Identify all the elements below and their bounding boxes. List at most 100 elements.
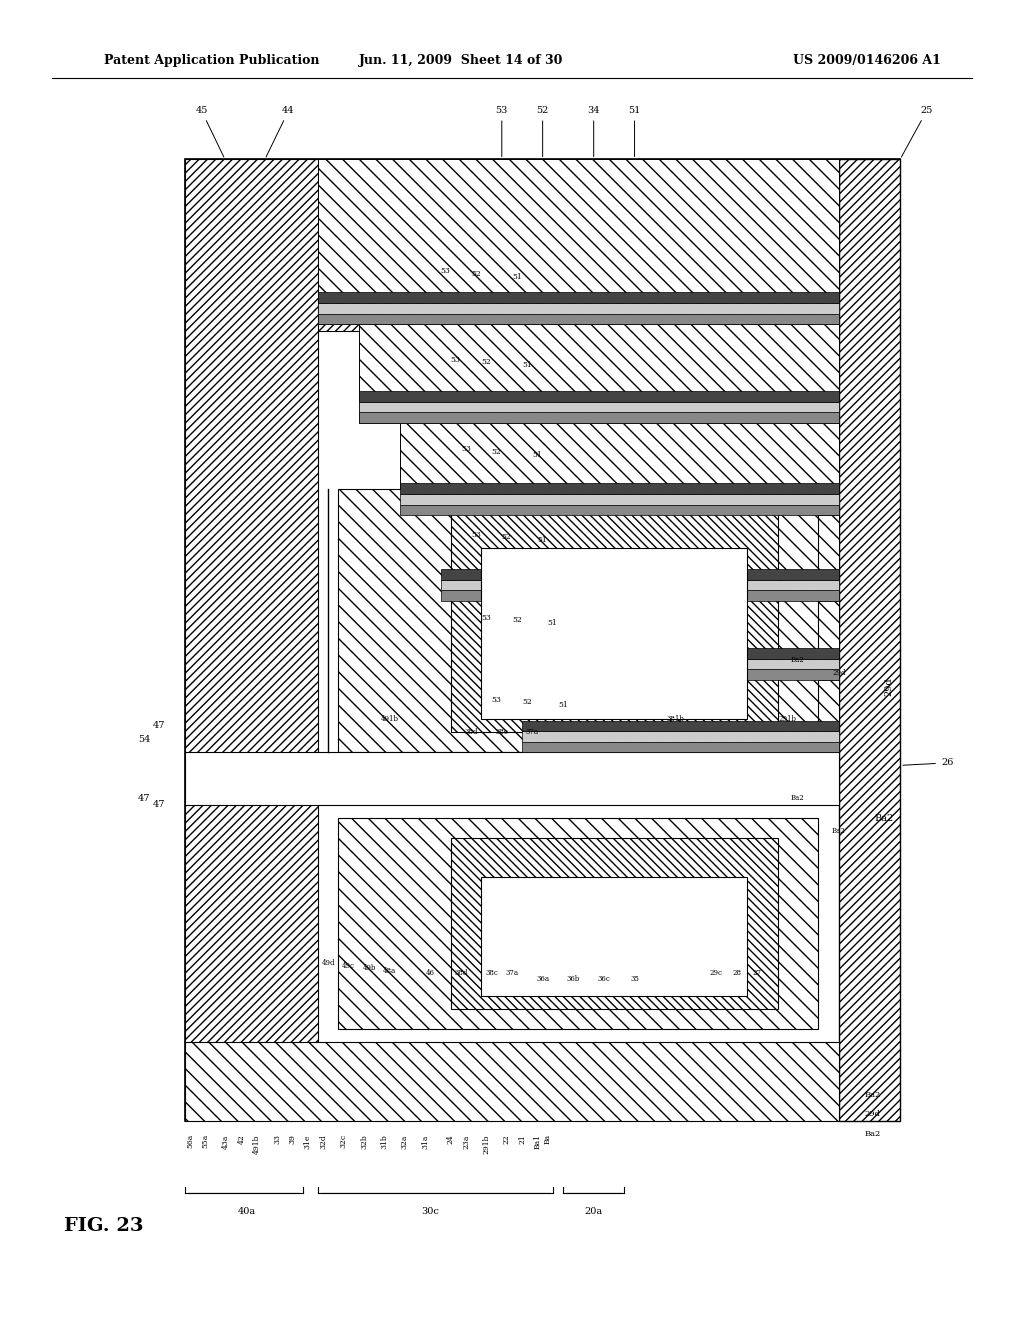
Text: 46: 46 bbox=[426, 969, 435, 978]
Bar bbox=[399, 494, 839, 504]
Text: 39: 39 bbox=[289, 1134, 296, 1144]
Bar bbox=[522, 721, 839, 731]
Text: 38c: 38c bbox=[496, 729, 508, 737]
Bar bbox=[440, 515, 839, 601]
Bar bbox=[451, 508, 777, 733]
Text: 22: 22 bbox=[503, 1134, 511, 1144]
Text: 52: 52 bbox=[502, 533, 512, 541]
Bar bbox=[839, 160, 900, 1121]
Text: 47: 47 bbox=[138, 793, 151, 803]
Bar bbox=[318, 314, 839, 325]
Text: 491b: 491b bbox=[253, 1134, 261, 1154]
Text: 52: 52 bbox=[471, 271, 481, 279]
Text: 29d: 29d bbox=[833, 669, 846, 677]
Bar bbox=[185, 1041, 839, 1121]
Text: 55a: 55a bbox=[202, 1134, 210, 1148]
Text: US 2009/0146206 A1: US 2009/0146206 A1 bbox=[793, 54, 941, 67]
Text: 53: 53 bbox=[496, 107, 508, 157]
Bar bbox=[522, 731, 839, 742]
Bar bbox=[481, 669, 839, 680]
Text: 25: 25 bbox=[901, 107, 933, 157]
Text: 53: 53 bbox=[451, 355, 461, 364]
Text: 23a: 23a bbox=[462, 1134, 470, 1148]
Text: 32d: 32d bbox=[319, 1134, 327, 1148]
Bar bbox=[522, 742, 839, 752]
Text: 31e: 31e bbox=[304, 1134, 311, 1148]
Text: 51: 51 bbox=[522, 360, 531, 370]
Text: 37a: 37a bbox=[526, 729, 539, 737]
Bar bbox=[522, 680, 839, 752]
Bar bbox=[185, 160, 900, 1121]
Text: 53: 53 bbox=[440, 268, 451, 276]
Text: 52: 52 bbox=[537, 107, 549, 157]
Bar bbox=[481, 878, 746, 995]
Text: 38d: 38d bbox=[455, 969, 468, 978]
Bar bbox=[399, 422, 839, 515]
Bar bbox=[185, 160, 318, 1081]
Bar bbox=[440, 590, 839, 601]
Text: 491b: 491b bbox=[381, 715, 398, 723]
Text: 29d: 29d bbox=[864, 1110, 881, 1118]
Text: 381b: 381b bbox=[667, 715, 684, 723]
Text: 29c: 29c bbox=[710, 969, 723, 978]
Text: 37a: 37a bbox=[506, 969, 518, 978]
Text: 49d: 49d bbox=[322, 958, 335, 968]
Text: 27: 27 bbox=[753, 969, 762, 978]
Bar bbox=[338, 818, 818, 1028]
Text: 20a: 20a bbox=[585, 1206, 603, 1216]
Text: FIG. 23: FIG. 23 bbox=[63, 1217, 143, 1236]
Text: 51: 51 bbox=[538, 536, 547, 544]
Text: 32c: 32c bbox=[340, 1134, 347, 1148]
Text: Ba2: Ba2 bbox=[831, 828, 846, 836]
Text: 291b: 291b bbox=[482, 1134, 490, 1154]
Text: 51: 51 bbox=[629, 107, 641, 157]
Bar bbox=[318, 304, 839, 314]
Text: 38c: 38c bbox=[485, 969, 498, 978]
Text: 52: 52 bbox=[492, 447, 502, 455]
Bar bbox=[451, 838, 777, 1008]
Bar bbox=[399, 504, 839, 515]
Text: 52: 52 bbox=[512, 616, 522, 624]
Text: 51: 51 bbox=[512, 273, 522, 281]
Text: Jun. 11, 2009  Sheet 14 of 30: Jun. 11, 2009 Sheet 14 of 30 bbox=[358, 54, 563, 67]
Text: 24: 24 bbox=[446, 1134, 455, 1144]
Text: 291b: 291b bbox=[778, 715, 797, 723]
Text: 32a: 32a bbox=[400, 1134, 409, 1148]
Text: 32b: 32b bbox=[359, 1134, 368, 1148]
Bar bbox=[481, 648, 839, 659]
Text: Ba2: Ba2 bbox=[874, 813, 894, 822]
Bar bbox=[318, 160, 839, 325]
Text: 42: 42 bbox=[238, 1134, 246, 1144]
Text: 38d: 38d bbox=[465, 729, 478, 737]
Text: 54: 54 bbox=[138, 734, 151, 743]
Bar bbox=[399, 483, 839, 494]
Text: 51: 51 bbox=[548, 619, 557, 627]
Text: 31b: 31b bbox=[380, 1134, 388, 1148]
Bar bbox=[185, 752, 839, 805]
Text: 47: 47 bbox=[153, 721, 165, 730]
Text: 43a: 43a bbox=[222, 1134, 230, 1148]
Text: 51: 51 bbox=[532, 450, 542, 458]
Text: 48a: 48a bbox=[383, 966, 396, 975]
Text: 44: 44 bbox=[266, 107, 295, 157]
Bar bbox=[481, 548, 746, 719]
Text: 49b: 49b bbox=[362, 964, 376, 973]
Bar bbox=[358, 391, 839, 401]
Bar bbox=[358, 325, 839, 422]
Text: Patent Application Publication: Patent Application Publication bbox=[103, 54, 319, 67]
Text: 52: 52 bbox=[481, 358, 492, 367]
Bar bbox=[185, 160, 839, 331]
Bar bbox=[481, 601, 839, 680]
Text: Ba2: Ba2 bbox=[864, 1130, 881, 1138]
Text: 53: 53 bbox=[471, 531, 481, 539]
Text: 45: 45 bbox=[196, 107, 224, 157]
Text: 21: 21 bbox=[518, 1134, 526, 1144]
Text: 49c: 49c bbox=[342, 961, 355, 970]
Text: 52: 52 bbox=[522, 698, 531, 706]
Text: 40a: 40a bbox=[238, 1206, 256, 1216]
Text: 31a: 31a bbox=[421, 1134, 429, 1148]
Text: 26: 26 bbox=[903, 759, 953, 767]
Text: 56a: 56a bbox=[186, 1134, 195, 1148]
Text: 34: 34 bbox=[588, 107, 600, 157]
Bar bbox=[358, 401, 839, 412]
